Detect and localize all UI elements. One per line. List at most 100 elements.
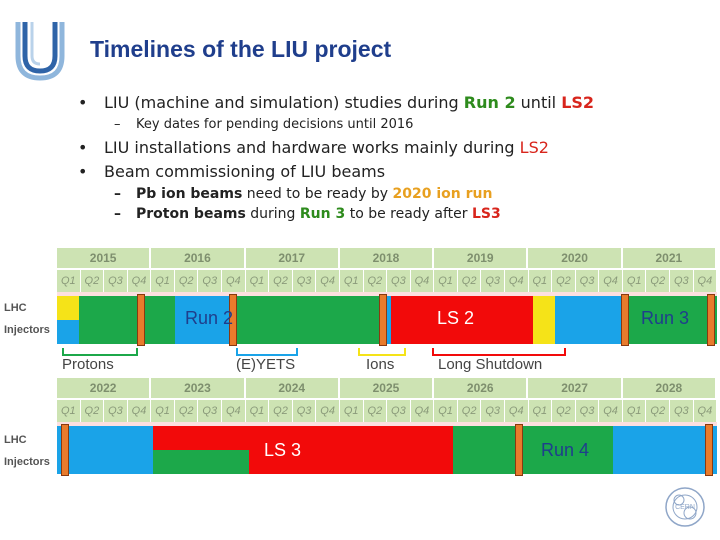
quarter-cell: Q3 bbox=[670, 270, 694, 292]
subbullet-pb-ions: – Pb ion beams need to be ready by 2020 i… bbox=[114, 186, 492, 202]
year-cell: 2023 bbox=[151, 378, 246, 398]
subbullet-text: during bbox=[245, 206, 300, 222]
subbullet-text: to be ready after bbox=[345, 206, 472, 222]
subbullet-text: Key dates for pending decisions until 20… bbox=[136, 117, 414, 132]
quarter-cell: Q1 bbox=[151, 270, 175, 292]
quarter-cell: Q4 bbox=[410, 270, 435, 292]
run-period bbox=[453, 426, 613, 474]
milestone-marker bbox=[621, 294, 629, 346]
timeline-2022-2028: 2022 2023 2024 2025 2026 2027 2028 Q1 Q2 Q… bbox=[57, 378, 718, 478]
quarter-row: Q1 Q2 Q3 Q4 Q1 Q2 Q3 Q4 Q1 Q2 Q3 Q4 Q1 Q2 Q3 Q4 Q1 Q2 Q3 Q4… bbox=[57, 400, 718, 422]
year-cell: 2019 bbox=[434, 248, 529, 268]
ions-period bbox=[533, 296, 555, 344]
run3-text: Run 3 bbox=[299, 206, 346, 222]
quarter-cell: Q2 bbox=[174, 270, 199, 292]
subbullet-text: Pb ion beams bbox=[136, 186, 243, 202]
milestone-marker bbox=[705, 424, 713, 476]
quarter-cell: Q1 bbox=[57, 270, 81, 292]
legend-bracket-ions bbox=[358, 348, 406, 356]
quarter-cell: Q2 bbox=[552, 270, 576, 292]
timeline-2015-2021: 2015 2016 2017 2018 2019 2020 2021 Q1 Q2 Q… bbox=[57, 248, 718, 348]
quarter-cell: Q1 bbox=[622, 270, 647, 292]
ls3-label: LS 3 bbox=[264, 440, 302, 460]
ls3-text: LS3 bbox=[472, 206, 501, 222]
quarter-cell: Q3 bbox=[104, 400, 128, 422]
quarter-cell: Q4 bbox=[316, 400, 340, 422]
bullet-commissioning: • Beam commissioning of LIU beams bbox=[78, 162, 385, 181]
bullet-dot: • bbox=[78, 138, 88, 157]
run-period bbox=[79, 296, 175, 344]
yets-period bbox=[175, 296, 233, 344]
yets-period bbox=[613, 426, 717, 474]
quarter-row: Q1 Q2 Q3 Q4 Q1 Q2 Q3 Q4 Q1 Q2 Q3 Q4 Q1 Q2 Q3 Q4 Q1 Q2 Q3 Q4… bbox=[57, 270, 718, 292]
shutdown-period bbox=[391, 296, 533, 344]
quarter-cell: Q3 bbox=[575, 400, 600, 422]
bullet-installations: • LIU installations and hardware works ma… bbox=[78, 138, 549, 157]
ls2-text: LS2 bbox=[519, 138, 549, 157]
bullet-text: LIU (machine and simulation) studies dur… bbox=[104, 93, 464, 112]
quarter-cell: Q1 bbox=[339, 400, 364, 422]
quarter-cell: Q2 bbox=[174, 400, 199, 422]
legend-bracket-protons bbox=[62, 348, 138, 356]
run2-text: Run 2 bbox=[463, 93, 516, 112]
quarter-cell: Q2 bbox=[80, 400, 105, 422]
quarter-cell: Q3 bbox=[670, 400, 694, 422]
year-row: 2022 2023 2024 2025 2026 2027 2028 bbox=[57, 378, 717, 398]
year-row: 2015 2016 2017 2018 2019 2020 2021 bbox=[57, 248, 717, 268]
liu-logo-icon bbox=[15, 22, 65, 81]
quarter-cell: Q1 bbox=[339, 270, 364, 292]
yets-period bbox=[383, 296, 391, 344]
quarter-cell: Q2 bbox=[646, 400, 671, 422]
yets-period bbox=[555, 296, 627, 344]
year-cell: 2026 bbox=[434, 378, 529, 398]
milestone-marker bbox=[707, 294, 715, 346]
quarter-cell: Q4 bbox=[599, 400, 623, 422]
bullet-dash: – bbox=[114, 206, 121, 222]
milestone-marker bbox=[61, 424, 69, 476]
ls2-label: LS 2 bbox=[437, 308, 475, 328]
ls2-text: LS2 bbox=[561, 93, 595, 112]
bullet-dash: – bbox=[114, 186, 121, 202]
quarter-cell: Q4 bbox=[127, 400, 152, 422]
milestone-marker bbox=[229, 294, 237, 346]
quarter-cell: Q1 bbox=[528, 400, 553, 422]
year-cell: 2028 bbox=[622, 378, 717, 398]
run-period bbox=[627, 296, 717, 344]
year-cell: 2017 bbox=[245, 248, 340, 268]
quarter-cell: Q4 bbox=[222, 270, 246, 292]
shutdown-period bbox=[153, 426, 249, 450]
bullet-text: Beam commissioning of LIU beams bbox=[104, 162, 386, 181]
bullet-text: until bbox=[515, 93, 562, 112]
run2-label: Run 2 bbox=[185, 308, 234, 328]
bullet-dash: – bbox=[114, 117, 121, 132]
run4-label: Run 4 bbox=[541, 440, 590, 460]
quarter-cell: Q4 bbox=[316, 270, 340, 292]
quarter-cell: Q2 bbox=[646, 270, 671, 292]
year-cell: 2021 bbox=[622, 248, 717, 268]
quarter-cell: Q1 bbox=[434, 400, 458, 422]
year-cell: 2027 bbox=[528, 378, 623, 398]
legend-bracket-yets bbox=[236, 348, 298, 356]
quarter-cell: Q4 bbox=[693, 400, 718, 422]
quarter-cell: Q3 bbox=[292, 400, 317, 422]
quarter-cell: Q4 bbox=[599, 270, 623, 292]
legend-yets: (E)YETS bbox=[236, 356, 296, 373]
yets-period bbox=[57, 320, 79, 344]
subbullet-text: Proton beams bbox=[136, 206, 246, 222]
year-cell: 2022 bbox=[57, 378, 152, 398]
bullet-dot: • bbox=[78, 162, 88, 181]
quarter-cell: Q2 bbox=[269, 270, 293, 292]
row-label-injectors: Injectors bbox=[4, 456, 50, 468]
milestone-marker bbox=[515, 424, 523, 476]
quarter-cell: Q3 bbox=[387, 270, 411, 292]
shutdown-period bbox=[249, 426, 345, 474]
bullet-dot: • bbox=[78, 93, 88, 112]
quarter-cell: Q3 bbox=[292, 270, 317, 292]
subbullet-text: need to be ready by bbox=[242, 186, 393, 202]
legend-bracket-long-shutdown bbox=[432, 348, 566, 356]
year-cell: 2020 bbox=[528, 248, 623, 268]
quarter-cell: Q2 bbox=[80, 270, 105, 292]
quarter-cell: Q3 bbox=[481, 270, 505, 292]
run3-label: Run 3 bbox=[641, 308, 690, 328]
page-title: Timelines of the LIU project bbox=[90, 36, 392, 62]
